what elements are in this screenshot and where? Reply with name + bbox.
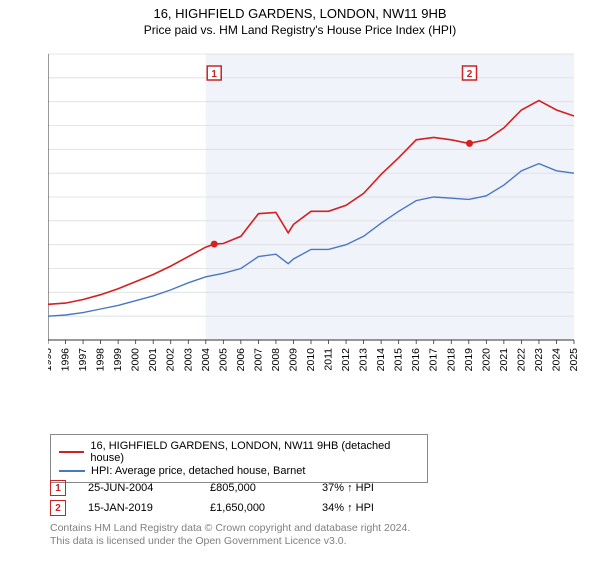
- svg-text:2013: 2013: [358, 348, 370, 372]
- legend-row: 16, HIGHFIELD GARDENS, LONDON, NW11 9HB …: [59, 440, 419, 464]
- sale-delta: 34% ↑ HPI: [322, 502, 374, 514]
- copyright-line: This data is licensed under the Open Gov…: [50, 535, 410, 548]
- sale-date: 25-JUN-2004: [88, 482, 188, 494]
- chart-title: 16, HIGHFIELD GARDENS, LONDON, NW11 9HB: [0, 6, 600, 21]
- legend-swatch-property: [59, 451, 84, 453]
- svg-text:1998: 1998: [95, 348, 107, 372]
- svg-text:2014: 2014: [375, 348, 387, 372]
- svg-text:2012: 2012: [340, 348, 352, 372]
- legend-label: 16, HIGHFIELD GARDENS, LONDON, NW11 9HB …: [90, 440, 419, 464]
- svg-text:2002: 2002: [165, 348, 177, 372]
- svg-text:2000: 2000: [130, 348, 142, 372]
- sale-marker-2: 2: [50, 500, 66, 516]
- svg-text:2024: 2024: [550, 348, 562, 372]
- svg-text:2015: 2015: [393, 348, 405, 372]
- svg-text:2016: 2016: [410, 348, 422, 372]
- sale-date: 15-JAN-2019: [88, 502, 188, 514]
- copyright: Contains HM Land Registry data © Crown c…: [50, 522, 410, 548]
- svg-text:1996: 1996: [60, 348, 72, 372]
- sale-price: £1,650,000: [210, 502, 300, 514]
- svg-text:2011: 2011: [323, 348, 335, 371]
- svg-text:2008: 2008: [270, 348, 282, 372]
- svg-text:2009: 2009: [287, 348, 299, 372]
- sale-marker-1: 1: [50, 480, 66, 496]
- svg-text:2: 2: [467, 69, 473, 80]
- svg-text:2007: 2007: [252, 348, 264, 372]
- svg-text:2021: 2021: [498, 348, 510, 372]
- chart-area: £0£200K£400K£600K£800K£1M£1.2M£1.4M£1.6M…: [48, 50, 578, 380]
- sale-delta: 37% ↑ HPI: [322, 482, 374, 494]
- svg-text:2006: 2006: [235, 348, 247, 372]
- svg-text:2018: 2018: [445, 348, 457, 372]
- svg-text:2020: 2020: [480, 348, 492, 372]
- legend-swatch-hpi: [59, 470, 85, 472]
- svg-text:2023: 2023: [533, 348, 545, 372]
- svg-text:1995: 1995: [48, 348, 54, 372]
- svg-text:2019: 2019: [463, 348, 475, 372]
- svg-text:2005: 2005: [217, 348, 229, 372]
- sales-table: 1 25-JUN-2004 £805,000 37% ↑ HPI 2 15-JA…: [50, 476, 374, 520]
- copyright-line: Contains HM Land Registry data © Crown c…: [50, 522, 410, 535]
- svg-text:2022: 2022: [515, 348, 527, 372]
- sale-row: 1 25-JUN-2004 £805,000 37% ↑ HPI: [50, 480, 374, 496]
- chart-subtitle: Price paid vs. HM Land Registry's House …: [0, 23, 600, 37]
- svg-text:1: 1: [211, 69, 217, 80]
- svg-text:2004: 2004: [200, 348, 212, 372]
- line-chart: £0£200K£400K£600K£800K£1M£1.2M£1.4M£1.6M…: [48, 50, 578, 380]
- svg-text:2003: 2003: [182, 348, 194, 372]
- svg-text:2001: 2001: [147, 348, 159, 372]
- svg-text:2025: 2025: [568, 348, 578, 372]
- svg-text:2017: 2017: [428, 348, 440, 372]
- sale-price: £805,000: [210, 482, 300, 494]
- svg-text:2010: 2010: [305, 348, 317, 372]
- sale-row: 2 15-JAN-2019 £1,650,000 34% ↑ HPI: [50, 500, 374, 516]
- svg-text:1997: 1997: [77, 348, 89, 372]
- svg-text:1999: 1999: [112, 348, 124, 372]
